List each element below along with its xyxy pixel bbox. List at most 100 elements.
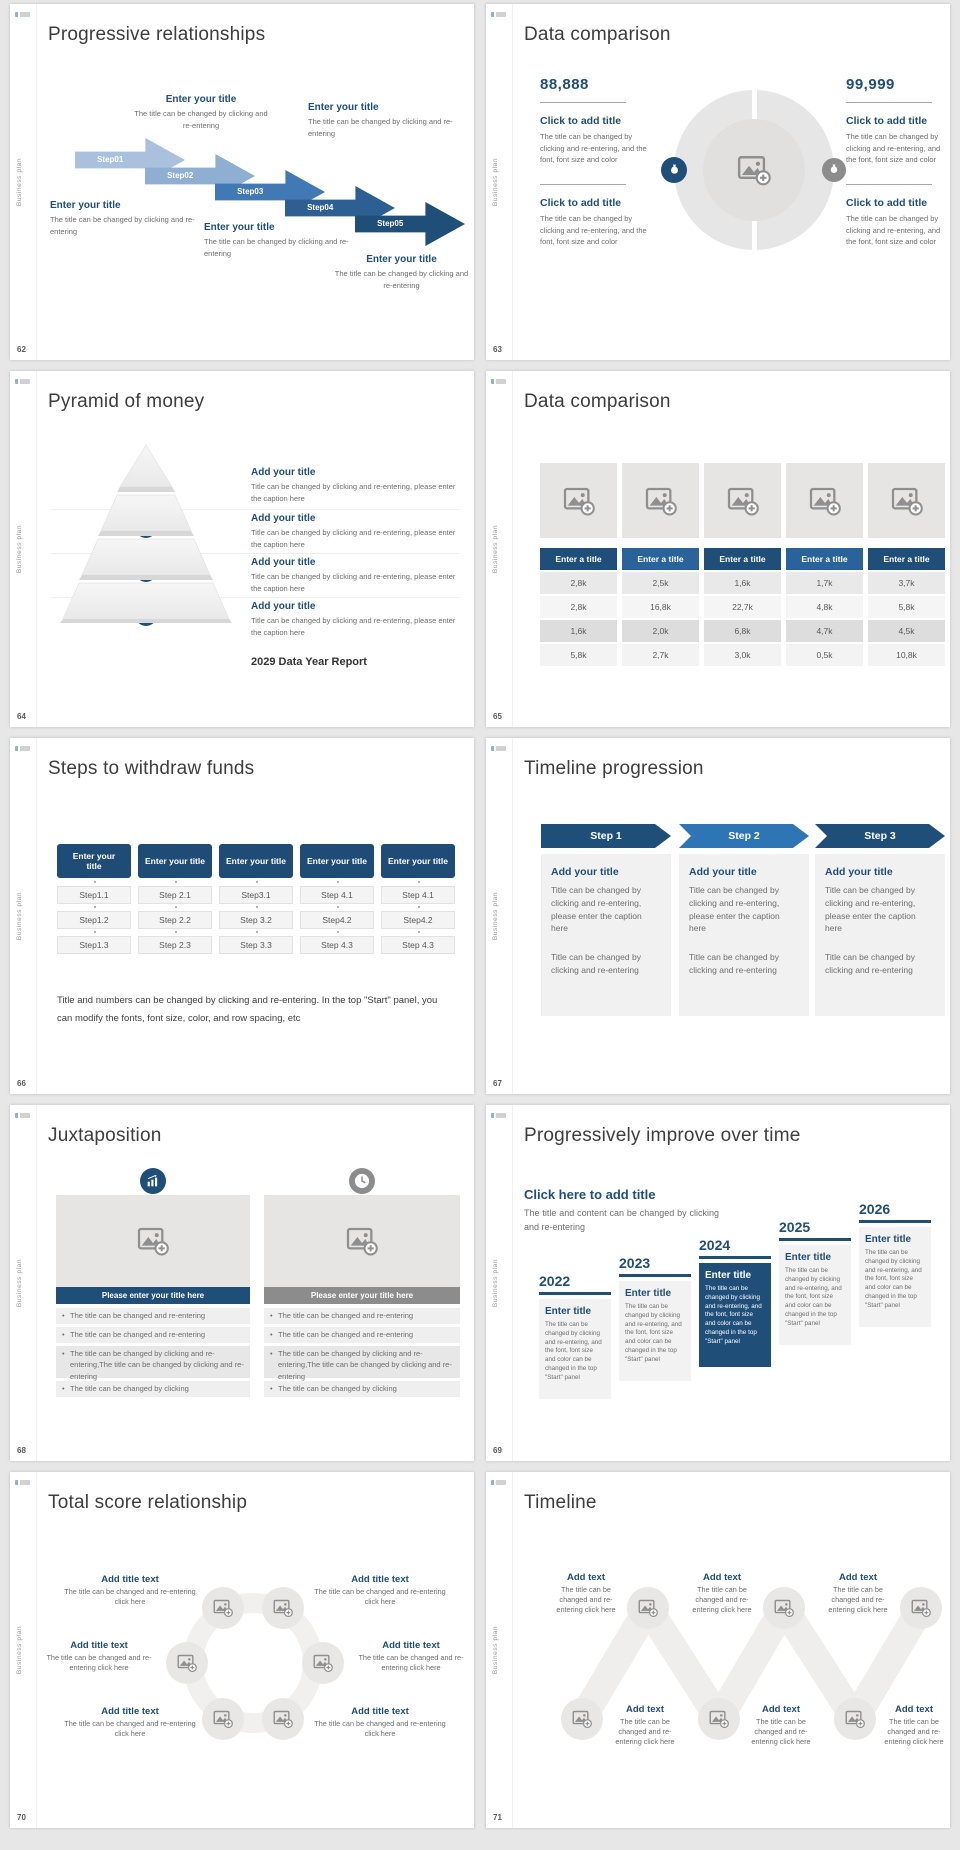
zigzag-graphic	[568, 1594, 935, 1733]
text-block: Enter your title The title can be change…	[50, 200, 195, 237]
year: 2026	[859, 1201, 891, 1217]
block-title: Enter your title	[308, 102, 379, 113]
image-placeholder-icon	[213, 1709, 233, 1729]
year-box: Enter title The title can be changed by …	[859, 1227, 931, 1327]
panel-title-bar: Please enter your title here	[56, 1287, 250, 1304]
year-box-title: Enter title	[625, 1288, 672, 1299]
timeline-label: Add text The title can be changed and re…	[550, 1572, 622, 1616]
table-cell: 2,0k	[622, 620, 699, 642]
block-body: The title can be changed by clicking and…	[204, 237, 349, 258]
block-body: The title can be changed by clicking and…	[308, 117, 453, 138]
image-placeholder	[698, 1698, 740, 1740]
image-placeholder-icon	[774, 1598, 794, 1618]
table-header: Enter a title	[868, 548, 945, 570]
image-placeholder	[262, 1698, 304, 1740]
step-cell: Step 3.2	[219, 911, 293, 933]
sidebar-vertical-label: Business plan	[492, 1625, 499, 1675]
table-header: Enter a title	[540, 548, 617, 570]
year-label: 2025	[779, 1219, 851, 1241]
year-box-body: The title can be changed by clicking and…	[865, 1249, 922, 1309]
column-header: Enter your title	[138, 844, 212, 883]
timeline-label: Add text The title can be changed and re…	[878, 1704, 950, 1748]
slide-64-thumbnail[interactable]: Business plan 64 Pyramid of money Q4 Q3 …	[10, 371, 474, 727]
timeline-body: The title can be changed and re-entering…	[751, 1717, 811, 1747]
year-box-highlight: Enter title The title can be changed by …	[699, 1263, 771, 1367]
timeline-body: The title can be changed and re-entering…	[828, 1585, 888, 1615]
pyramid-graphic	[60, 444, 232, 623]
slide-63-thumbnail[interactable]: Business plan 63 Data comparison 88,888 …	[486, 4, 950, 360]
slide-sidebar: Business plan 63	[486, 4, 513, 360]
bullet-item: The title can be changed and re-entering	[56, 1308, 250, 1324]
slide-71-thumbnail[interactable]: Business plan 71 Timeline Add text The t…	[486, 1472, 950, 1828]
slide-67-thumbnail[interactable]: Business plan 67 Timeline progression St…	[486, 738, 950, 1094]
brand-logo-icon	[15, 12, 30, 17]
stat-column-right: 99,999 Click to add title The title can …	[846, 76, 946, 248]
year-box: Enter title The title can be changed by …	[539, 1299, 611, 1399]
node-title: Add title text	[351, 1574, 409, 1585]
divider	[51, 597, 459, 598]
slide-65-thumbnail[interactable]: Business plan 65 Data comparison Enter a…	[486, 371, 950, 727]
node-title: Add title text	[351, 1706, 409, 1717]
image-placeholder-icon	[891, 485, 923, 517]
text-block: Enter your title The title can be change…	[131, 94, 271, 131]
slide-62-thumbnail[interactable]: Business plan 62 Progressive relationshi…	[10, 4, 474, 360]
sidebar-vertical-label: Business plan	[16, 891, 23, 941]
table-cell: 1,6k	[704, 572, 781, 594]
node-label: Add title text The title can be changed …	[350, 1640, 472, 1673]
bullet-item: The title can be changed by clicking and…	[264, 1346, 460, 1381]
year-underline	[539, 1292, 611, 1295]
year: 2023	[619, 1255, 651, 1271]
slide-title: Data comparison	[524, 24, 671, 45]
step-cell: Step1.1	[57, 886, 131, 908]
section-body: The title can be changed by clicking and…	[540, 213, 647, 247]
image-placeholder	[264, 1195, 460, 1287]
bullet-item: The title can be changed and re-entering	[264, 1308, 460, 1324]
slide-sidebar: Business plan 64	[10, 371, 37, 727]
slide-number: 67	[493, 1079, 502, 1088]
year-box-title: Enter title	[705, 1270, 752, 1281]
step-cell: Step 4.1	[381, 886, 455, 908]
image-placeholder-icon	[563, 485, 595, 517]
pyramid-entry: Add your title Title can be changed by c…	[251, 601, 456, 638]
node-label: Add title text The title can be changed …	[61, 1706, 199, 1739]
section-title: Click to add title	[540, 115, 622, 127]
bar-chart-icon	[140, 1168, 166, 1194]
slide-title: Timeline	[524, 1492, 597, 1513]
step-arrow: Step 2	[679, 824, 809, 848]
node-body: The title can be changed and re-entering…	[64, 1719, 196, 1739]
node-title: Add title text	[382, 1640, 440, 1651]
clock-icon	[349, 1168, 375, 1194]
block-body: The title can be changed by clicking and…	[334, 269, 469, 290]
section-title: Click to add title	[540, 196, 622, 209]
slide-66-thumbnail[interactable]: Business plan 66 Steps to withdraw funds…	[10, 738, 474, 1094]
slide-69-thumbnail[interactable]: Business plan 69 Progressively improve o…	[486, 1105, 950, 1461]
node-body: The title can be changed and re-entering…	[314, 1719, 446, 1739]
slide-sidebar: Business plan 67	[486, 738, 513, 1094]
brand-logo-icon	[15, 1113, 30, 1118]
slide-number: 64	[17, 712, 26, 721]
node-label: Add title text The title can be changed …	[311, 1706, 449, 1739]
entry-body: Title can be changed by clicking and re-…	[251, 572, 456, 593]
table-cell: 4,5k	[868, 620, 945, 642]
image-placeholder	[868, 463, 945, 538]
divider	[540, 183, 626, 185]
node-body: The title can be changed and re-entering…	[358, 1653, 464, 1673]
image-placeholder	[561, 1698, 603, 1740]
section-subheading: The title and content can be changed by …	[524, 1208, 719, 1232]
panel-title: Add your title	[825, 866, 893, 878]
table-cell: 10,8k	[868, 644, 945, 666]
slide-70-thumbnail[interactable]: Business plan 70 Total score relationshi…	[10, 1472, 474, 1828]
image-placeholder	[834, 1698, 876, 1740]
step-cell: Step4.2	[381, 911, 455, 933]
table-cell: 6,8k	[704, 620, 781, 642]
bullet-item: The title can be changed and re-entering	[56, 1327, 250, 1343]
step-label: Step05	[377, 219, 404, 228]
timeline-title: Add text	[703, 1572, 741, 1583]
step-panel: Add your title Title can be changed by c…	[815, 854, 945, 1016]
image-placeholder-icon	[809, 485, 841, 517]
bullet-item: The title can be changed by clicking and…	[56, 1346, 250, 1381]
section-body: The title can be changed by clicking and…	[846, 213, 941, 247]
panel-body: Title can be changed by clicking and re-…	[689, 885, 780, 934]
node-body: The title can be changed and re-entering…	[64, 1587, 196, 1607]
slide-68-thumbnail[interactable]: Business plan 68 Juxtaposition Please en…	[10, 1105, 474, 1461]
